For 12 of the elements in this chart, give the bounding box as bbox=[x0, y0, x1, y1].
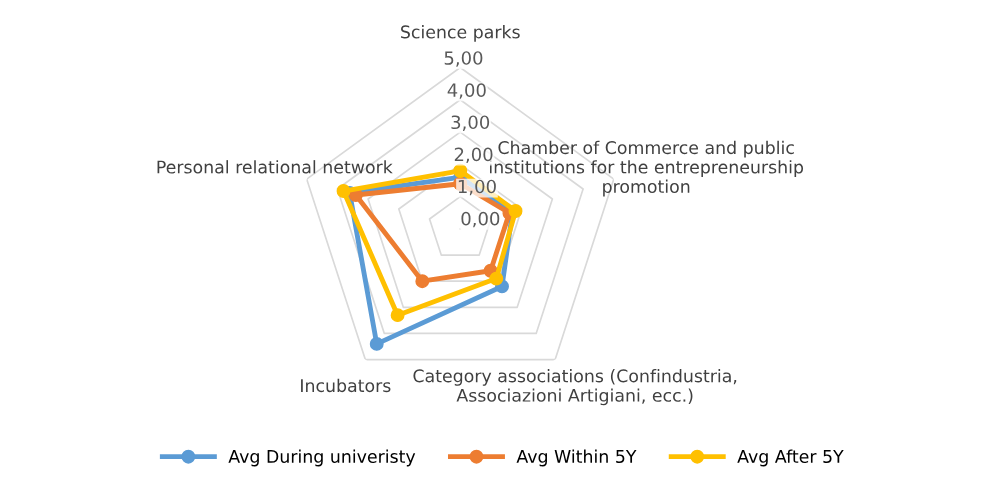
spoke-label: Incubators bbox=[301, 378, 391, 393]
y-tick-label: 3,00 bbox=[451, 115, 490, 131]
legend-label: Avg After 5Y bbox=[737, 449, 844, 467]
y-tick-label: 4,00 bbox=[447, 83, 486, 99]
spoke-label: Science parks bbox=[401, 25, 520, 42]
y-tick-label: 1,00 bbox=[458, 179, 496, 196]
legend-label: Avg During univeristy bbox=[228, 449, 416, 467]
spoke-label: Category associations (Confindustria, Associazioni Artigiani, ecc.) bbox=[413, 368, 737, 406]
y-tick-label: 0,00 bbox=[461, 211, 500, 228]
spoke-label: Personal relational network bbox=[157, 160, 393, 174]
y-tick-label: 5,00 bbox=[444, 51, 483, 67]
legend-label: Avg Within 5Y bbox=[516, 449, 637, 467]
